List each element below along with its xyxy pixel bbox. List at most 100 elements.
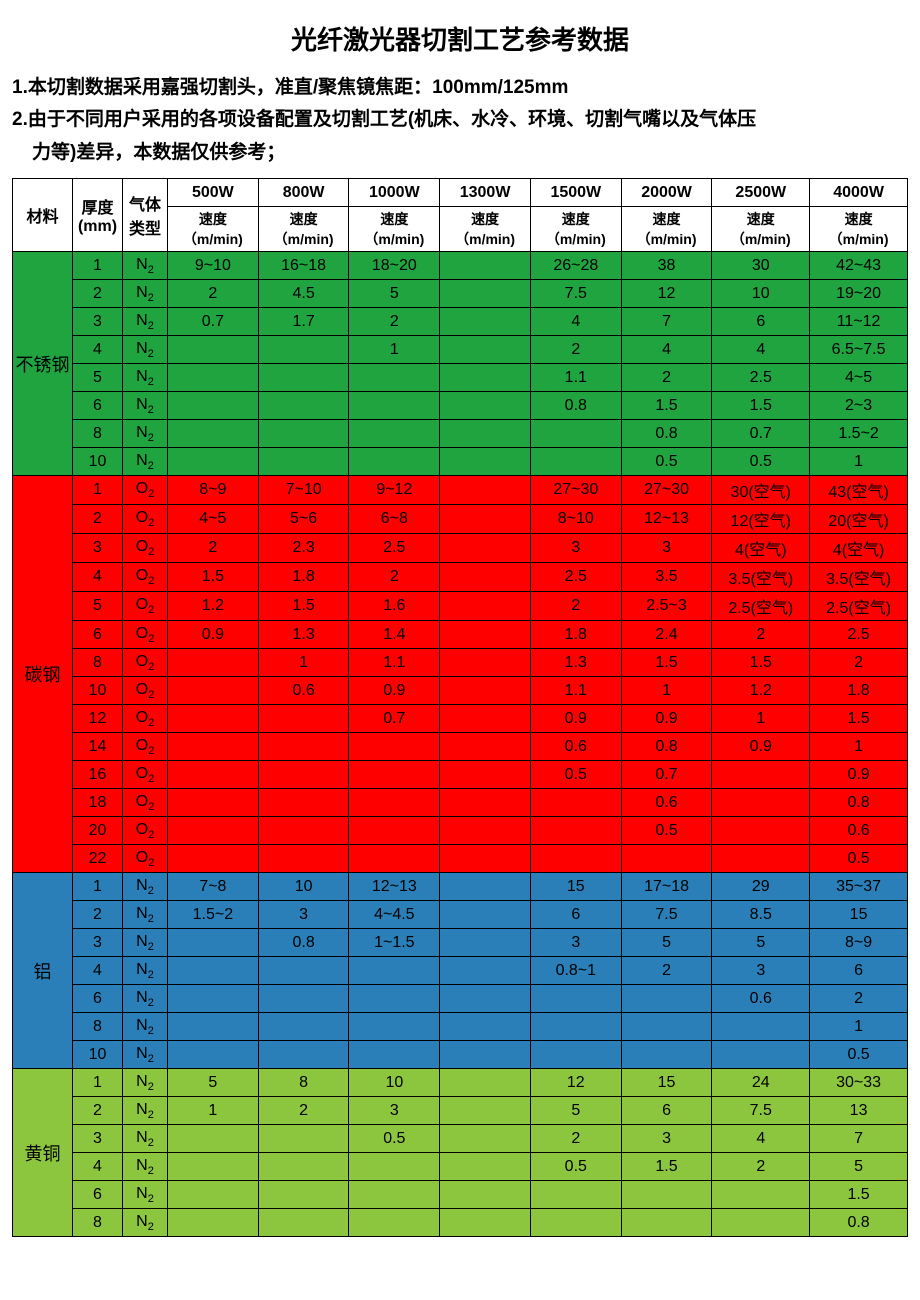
value-cell: 5 bbox=[810, 1153, 908, 1181]
table-row: 14O20.60.80.91 bbox=[13, 733, 908, 761]
value-cell: 2 bbox=[530, 1125, 621, 1153]
value-cell: 20(空气) bbox=[810, 505, 908, 534]
thickness-cell: 1 bbox=[73, 252, 123, 280]
table-row: 4N20.51.525 bbox=[13, 1153, 908, 1181]
value-cell: 0.5 bbox=[810, 1041, 908, 1069]
value-cell bbox=[440, 1013, 531, 1041]
value-cell bbox=[440, 392, 531, 420]
table-row: 2N2123567.513 bbox=[13, 1097, 908, 1125]
value-cell bbox=[440, 364, 531, 392]
value-cell bbox=[168, 1041, 259, 1069]
value-cell: 24 bbox=[712, 1069, 810, 1097]
col-4000w: 4000W bbox=[810, 179, 908, 207]
thickness-cell: 4 bbox=[73, 336, 123, 364]
value-cell: 30 bbox=[712, 252, 810, 280]
value-cell: 35~37 bbox=[810, 873, 908, 901]
value-cell: 2.4 bbox=[621, 621, 712, 649]
value-cell bbox=[621, 1041, 712, 1069]
value-cell: 0.9 bbox=[810, 761, 908, 789]
gas-cell: N2 bbox=[123, 392, 168, 420]
gas-cell: N2 bbox=[123, 1209, 168, 1237]
gas-cell: N2 bbox=[123, 901, 168, 929]
value-cell: 0.8 bbox=[621, 733, 712, 761]
speed-h-0: 速度 （m/min) bbox=[168, 207, 259, 252]
value-cell: 0.6 bbox=[810, 817, 908, 845]
value-cell: 3 bbox=[530, 929, 621, 957]
gas-cell: N2 bbox=[123, 252, 168, 280]
value-cell bbox=[440, 1041, 531, 1069]
table-row: 4N212446.5~7.5 bbox=[13, 336, 908, 364]
value-cell: 0.8~1 bbox=[530, 957, 621, 985]
value-cell bbox=[530, 817, 621, 845]
value-cell: 3 bbox=[621, 1125, 712, 1153]
thickness-cell: 4 bbox=[73, 563, 123, 592]
value-cell: 1 bbox=[168, 1097, 259, 1125]
value-cell: 1.5 bbox=[621, 649, 712, 677]
table-row: 3O222.32.5334(空气)4(空气) bbox=[13, 534, 908, 563]
value-cell bbox=[621, 1181, 712, 1209]
value-cell bbox=[349, 957, 440, 985]
value-cell: 0.5 bbox=[621, 448, 712, 476]
value-cell: 42~43 bbox=[810, 252, 908, 280]
value-cell bbox=[258, 1013, 349, 1041]
speed-h-7: 速度 （m/min) bbox=[810, 207, 908, 252]
value-cell: 1.4 bbox=[349, 621, 440, 649]
value-cell: 0.7 bbox=[712, 420, 810, 448]
gas-cell: O2 bbox=[123, 761, 168, 789]
value-cell bbox=[349, 761, 440, 789]
value-cell bbox=[440, 505, 531, 534]
note-1: 1.本切割数据采用嘉强切割头，准直/聚焦镜焦距：100mm/125mm bbox=[12, 73, 908, 103]
value-cell: 1.2 bbox=[712, 677, 810, 705]
value-cell bbox=[440, 985, 531, 1013]
value-cell: 7 bbox=[810, 1125, 908, 1153]
value-cell bbox=[168, 733, 259, 761]
value-cell bbox=[258, 761, 349, 789]
note-2a: 2.由于不同用户采用的各项设备配置及切割工艺(机床、水冷、环境、切割气嘴以及气体… bbox=[12, 105, 908, 135]
value-cell: 12(空气) bbox=[712, 505, 810, 534]
value-cell: 4~5 bbox=[168, 505, 259, 534]
gas-cell: O2 bbox=[123, 563, 168, 592]
value-cell bbox=[440, 448, 531, 476]
value-cell bbox=[349, 1181, 440, 1209]
value-cell bbox=[712, 1209, 810, 1237]
value-cell: 10 bbox=[258, 873, 349, 901]
table-row: 不锈钢1N29~1016~1818~2026~28383042~43 bbox=[13, 252, 908, 280]
value-cell: 1.5 bbox=[810, 705, 908, 733]
table-row: 12O20.70.90.911.5 bbox=[13, 705, 908, 733]
value-cell: 29 bbox=[712, 873, 810, 901]
material-name: 碳钢 bbox=[13, 476, 73, 873]
thickness-cell: 4 bbox=[73, 957, 123, 985]
value-cell bbox=[168, 929, 259, 957]
value-cell: 1.7 bbox=[258, 308, 349, 336]
value-cell: 1.8 bbox=[810, 677, 908, 705]
gas-cell: O2 bbox=[123, 705, 168, 733]
material-name: 铝 bbox=[13, 873, 73, 1069]
col-2500w: 2500W bbox=[712, 179, 810, 207]
table-row: 4O21.51.822.53.53.5(空气)3.5(空气) bbox=[13, 563, 908, 592]
value-cell bbox=[349, 1013, 440, 1041]
value-cell: 43(空气) bbox=[810, 476, 908, 505]
value-cell: 0.7 bbox=[168, 308, 259, 336]
material-name: 黄铜 bbox=[13, 1069, 73, 1237]
gas-cell: N2 bbox=[123, 957, 168, 985]
value-cell bbox=[168, 957, 259, 985]
gas-cell: N2 bbox=[123, 1125, 168, 1153]
thickness-cell: 22 bbox=[73, 845, 123, 873]
value-cell: 1 bbox=[349, 336, 440, 364]
value-cell bbox=[530, 1181, 621, 1209]
table-row: 2N224.557.5121019~20 bbox=[13, 280, 908, 308]
value-cell: 1 bbox=[810, 448, 908, 476]
value-cell bbox=[440, 1209, 531, 1237]
value-cell bbox=[621, 845, 712, 873]
value-cell: 8~9 bbox=[810, 929, 908, 957]
value-cell: 2.5(空气) bbox=[712, 592, 810, 621]
value-cell: 4 bbox=[712, 1125, 810, 1153]
value-cell bbox=[530, 448, 621, 476]
value-cell: 1.5 bbox=[712, 392, 810, 420]
value-cell bbox=[349, 845, 440, 873]
value-cell bbox=[440, 817, 531, 845]
value-cell bbox=[440, 534, 531, 563]
value-cell: 1.5~2 bbox=[810, 420, 908, 448]
value-cell: 2.5 bbox=[349, 534, 440, 563]
value-cell: 0.7 bbox=[349, 705, 440, 733]
